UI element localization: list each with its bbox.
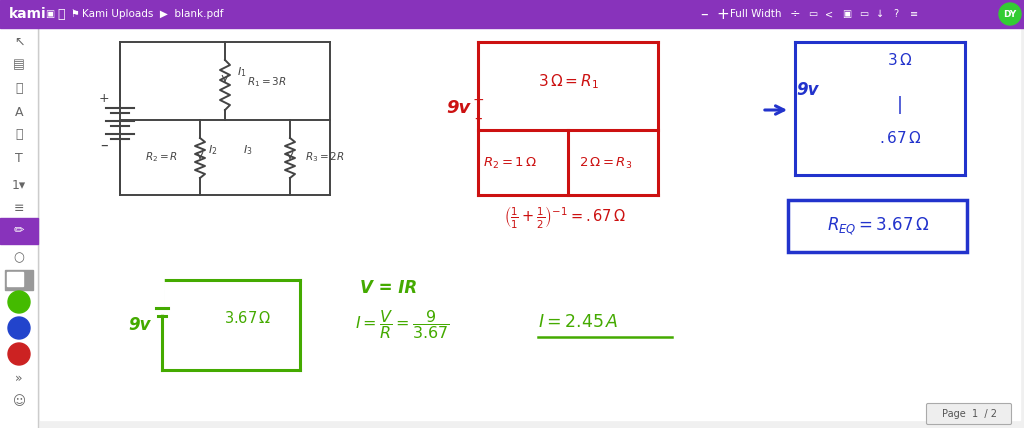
Text: –: – xyxy=(700,6,708,21)
Bar xyxy=(0,218,38,244)
Text: ≡: ≡ xyxy=(13,202,25,214)
Text: ≡: ≡ xyxy=(910,9,919,19)
Text: $\mathit{I}=2.45\,A$: $\mathit{I}=2.45\,A$ xyxy=(538,313,618,331)
Text: 🖍: 🖍 xyxy=(15,81,23,95)
Text: 💬: 💬 xyxy=(15,128,23,142)
Text: Full Width: Full Width xyxy=(730,9,781,19)
Text: ▭: ▭ xyxy=(808,9,817,19)
Text: $I_1$: $I_1$ xyxy=(237,65,247,79)
Text: ▭: ▭ xyxy=(859,9,868,19)
Text: 9v: 9v xyxy=(445,99,470,117)
Text: –: – xyxy=(474,110,482,125)
Text: ○: ○ xyxy=(13,252,25,265)
Circle shape xyxy=(8,317,30,339)
Text: $I_3$: $I_3$ xyxy=(244,143,253,157)
Text: ⌕: ⌕ xyxy=(57,8,65,21)
Text: $3\,\Omega=R_1$: $3\,\Omega=R_1$ xyxy=(538,73,598,91)
Text: 9v: 9v xyxy=(129,316,152,334)
Text: <: < xyxy=(825,9,834,19)
Text: $\mathit{I}=\dfrac{V}{R}=\dfrac{9}{3.67}$: $\mathit{I}=\dfrac{V}{R}=\dfrac{9}{3.67}… xyxy=(355,309,450,342)
Text: ▣: ▣ xyxy=(842,9,851,19)
Text: $\left(\frac{1}{1}+\frac{1}{2}\right)^{-1}=.67\,\Omega$: $\left(\frac{1}{1}+\frac{1}{2}\right)^{-… xyxy=(504,205,626,231)
Circle shape xyxy=(8,291,30,313)
Text: Page  1  / 2: Page 1 / 2 xyxy=(941,409,996,419)
Circle shape xyxy=(999,3,1021,25)
Text: ✏: ✏ xyxy=(13,225,25,238)
Text: A: A xyxy=(14,105,24,119)
Bar xyxy=(0,28,38,428)
Text: $3.67\,\Omega$: $3.67\,\Omega$ xyxy=(224,310,271,326)
Text: 1▾: 1▾ xyxy=(12,178,26,191)
Text: »: » xyxy=(15,372,23,384)
Circle shape xyxy=(8,343,30,365)
Text: ↖: ↖ xyxy=(13,36,25,48)
Text: $R_2=R$: $R_2=R$ xyxy=(145,150,178,164)
Text: 9v: 9v xyxy=(797,81,819,99)
Text: Kami Uploads  ▶  blank.pdf: Kami Uploads ▶ blank.pdf xyxy=(82,9,223,19)
Text: $R_3=2R$: $R_3=2R$ xyxy=(305,150,345,164)
Text: $R_{EQ}=3.67\,\Omega$: $R_{EQ}=3.67\,\Omega$ xyxy=(826,215,930,237)
Text: T: T xyxy=(15,152,23,164)
Text: $I_2$: $I_2$ xyxy=(208,143,218,157)
Bar xyxy=(5,270,33,290)
Text: ▤: ▤ xyxy=(13,59,25,71)
Text: ▣: ▣ xyxy=(45,9,54,19)
Text: ⚑: ⚑ xyxy=(70,9,79,19)
Text: –: – xyxy=(100,137,108,152)
Text: +: + xyxy=(98,92,110,104)
Text: $R_2=1\,\Omega$: $R_2=1\,\Omega$ xyxy=(483,155,537,170)
Text: ÷: ÷ xyxy=(790,8,801,21)
Text: |: | xyxy=(897,96,903,114)
Text: $R_1=3R$: $R_1=3R$ xyxy=(247,75,287,89)
Text: DY: DY xyxy=(1004,9,1017,18)
Bar xyxy=(7,272,23,286)
Text: ☺: ☺ xyxy=(12,395,26,408)
Text: +: + xyxy=(716,6,729,21)
Bar xyxy=(0,0,1024,28)
Text: V = IR: V = IR xyxy=(360,279,417,297)
Text: ↓: ↓ xyxy=(876,9,884,19)
Text: ?: ? xyxy=(893,9,898,19)
FancyBboxPatch shape xyxy=(927,404,1012,425)
Text: kami: kami xyxy=(9,7,47,21)
Text: $2\,\Omega=R_3$: $2\,\Omega=R_3$ xyxy=(580,155,633,170)
Text: $.67\,\Omega$: $.67\,\Omega$ xyxy=(879,130,922,146)
Text: $3\,\Omega$: $3\,\Omega$ xyxy=(888,52,912,68)
FancyBboxPatch shape xyxy=(788,200,967,252)
Text: +: + xyxy=(472,93,483,107)
